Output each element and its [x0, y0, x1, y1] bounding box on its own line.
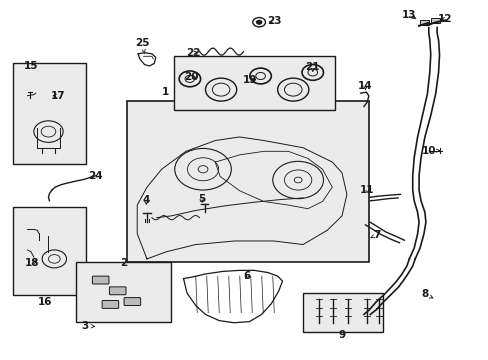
- Bar: [419, 20, 428, 25]
- Text: 25: 25: [135, 38, 149, 54]
- Bar: [13, 63, 86, 164]
- Text: 21: 21: [305, 62, 319, 72]
- FancyBboxPatch shape: [92, 276, 109, 284]
- Text: 17: 17: [51, 91, 65, 101]
- Text: 6: 6: [243, 271, 250, 281]
- Text: 14: 14: [357, 81, 372, 91]
- Text: 20: 20: [184, 72, 199, 82]
- Text: 1: 1: [162, 87, 169, 97]
- Bar: [303, 293, 383, 332]
- Text: 10: 10: [421, 145, 439, 156]
- Bar: [127, 101, 368, 262]
- Text: 23: 23: [267, 17, 282, 27]
- Bar: [173, 56, 334, 110]
- Bar: [76, 262, 171, 321]
- Bar: [13, 207, 86, 295]
- Text: 4: 4: [142, 195, 149, 206]
- Text: 9: 9: [338, 330, 345, 340]
- Text: 22: 22: [185, 48, 200, 58]
- FancyBboxPatch shape: [124, 298, 141, 306]
- Bar: [430, 18, 439, 23]
- FancyBboxPatch shape: [109, 287, 126, 295]
- Text: 12: 12: [437, 14, 452, 24]
- Text: 7: 7: [370, 230, 380, 239]
- Text: 18: 18: [25, 258, 40, 268]
- Text: 13: 13: [401, 10, 416, 20]
- Text: 2: 2: [120, 258, 127, 268]
- Text: 3: 3: [81, 321, 94, 331]
- Text: 15: 15: [23, 61, 38, 71]
- Circle shape: [256, 20, 262, 24]
- Text: 5: 5: [198, 194, 205, 204]
- FancyBboxPatch shape: [102, 301, 119, 309]
- Text: 24: 24: [88, 171, 103, 181]
- Text: 8: 8: [421, 289, 432, 299]
- Text: 19: 19: [243, 75, 257, 85]
- Text: 11: 11: [359, 185, 374, 195]
- Text: 16: 16: [38, 297, 53, 307]
